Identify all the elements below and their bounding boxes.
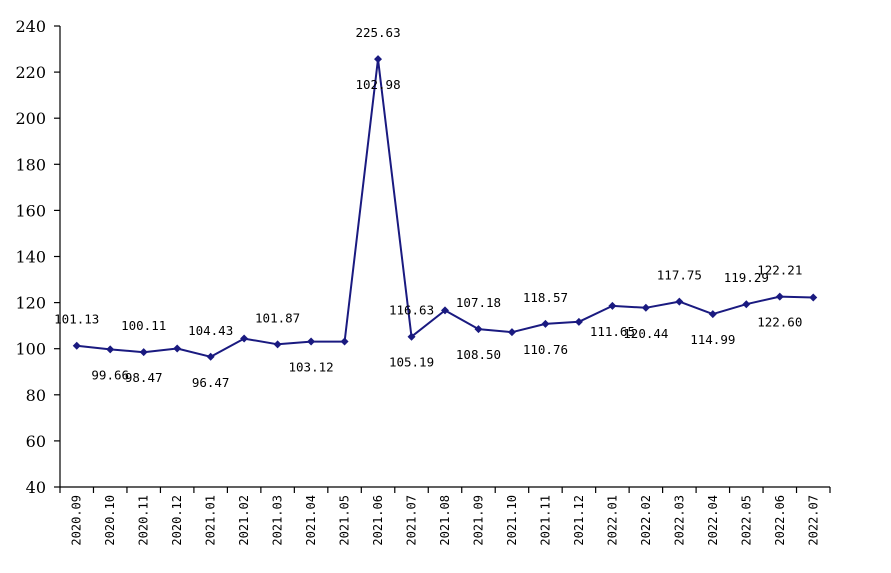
data-point-marker (474, 325, 483, 334)
data-point-marker (742, 300, 751, 309)
y-tick-label: 140 (15, 248, 46, 267)
x-tick-label: 2022.05 (739, 495, 753, 546)
x-axis: 2020.09 2020.10 2020.11 2020.12 2021.01 2021.… (59, 486, 831, 546)
x-tick-label: 2022.04 (706, 495, 720, 546)
data-label: 122.21 (757, 263, 802, 278)
x-tick-label: 2020.11 (137, 495, 151, 546)
data-point-marker (775, 292, 784, 301)
data-label: 101.13 (54, 312, 99, 327)
x-tick-label: 2021.03 (271, 495, 285, 546)
x-tick-label: 2020.12 (170, 495, 184, 546)
data-label: 102.98 (355, 77, 400, 92)
data-point-marker (139, 348, 148, 357)
x-tick-label: 2021.12 (572, 495, 586, 546)
x-tick-label: 2021.05 (338, 495, 352, 546)
data-label: 111.65 (590, 324, 635, 339)
x-tick-label: 2022.06 (773, 495, 787, 546)
data-point-marker (641, 303, 650, 312)
x-tick-label: 2020.09 (70, 495, 84, 546)
x-tick-label: 2021.02 (237, 495, 251, 546)
x-tick-label: 2021.09 (471, 495, 485, 546)
data-label: 119.29 (724, 270, 769, 285)
x-tick-label: 2022.03 (672, 495, 686, 546)
data-point-marker (675, 297, 684, 306)
x-tick-label: 2020.10 (103, 495, 117, 546)
x-tick-label: 2022.02 (639, 495, 653, 546)
y-axis: 40 60 80 100 120 140 160 180 200 220 240 (15, 17, 61, 497)
data-label: 101.87 (255, 310, 300, 325)
data-label: 117.75 (657, 268, 702, 283)
data-point-marker (72, 341, 81, 350)
x-tick-label: 2022.07 (806, 495, 820, 546)
x-tick-label: 2021.07 (405, 495, 419, 546)
y-tick-label: 100 (15, 340, 46, 359)
data-label: 108.50 (456, 347, 501, 362)
data-label: 120.44 (623, 326, 668, 341)
series-line (72, 55, 818, 361)
data-label: 110.76 (523, 342, 568, 357)
y-tick-label: 240 (15, 17, 46, 36)
y-tick-label: 40 (26, 478, 46, 497)
x-tick-label: 2022.01 (605, 495, 619, 546)
x-tick-label: 2021.08 (438, 495, 452, 546)
data-point-marker (240, 334, 249, 343)
x-tick-label: 2021.11 (538, 495, 552, 546)
data-point-marker (206, 352, 215, 361)
data-point-marker (441, 306, 449, 315)
data-label: 118.57 (523, 290, 568, 305)
y-tick-label: 160 (15, 201, 46, 220)
x-tick-label: 2021.04 (304, 495, 318, 546)
data-label: 98.47 (125, 370, 163, 385)
data-point-marker (407, 332, 416, 341)
data-point-marker (374, 55, 383, 64)
data-label: 114.99 (690, 332, 735, 347)
y-tick-label: 120 (15, 294, 46, 313)
data-point-marker (708, 310, 717, 319)
data-label: 103.12 (289, 360, 334, 375)
data-labels: 101.13 99.66 100.11 98.47 104.43 96.47 101.87 1… (54, 25, 802, 390)
x-tick-label: 2021.01 (204, 495, 218, 546)
data-point-marker (507, 328, 516, 337)
data-label: 116.63 (389, 303, 434, 318)
data-label: 100.11 (121, 318, 166, 333)
y-tick-label: 180 (15, 155, 46, 174)
data-label: 107.18 (456, 295, 501, 310)
y-tick-label: 80 (26, 386, 46, 405)
data-point-marker (340, 337, 349, 346)
data-point-marker (106, 345, 115, 354)
data-label: 105.19 (389, 355, 434, 370)
data-label: 104.43 (188, 323, 233, 338)
x-tick-label: 2021.06 (371, 495, 385, 546)
data-label: 96.47 (192, 375, 230, 390)
y-tick-label: 220 (15, 63, 46, 82)
data-point-marker (307, 337, 316, 346)
y-tick-label: 60 (26, 432, 46, 451)
y-tick-label: 200 (15, 109, 46, 128)
data-label: 99.66 (91, 367, 129, 382)
x-tick-label: 2021.10 (505, 495, 519, 546)
data-point-marker (809, 293, 818, 302)
data-label: 122.60 (757, 315, 802, 330)
data-label: 225.63 (355, 25, 400, 40)
data-point-marker (273, 340, 282, 349)
data-point-marker (541, 319, 550, 328)
data-point-marker (608, 301, 617, 310)
data-point-marker (173, 344, 182, 353)
data-point-marker (574, 317, 583, 326)
